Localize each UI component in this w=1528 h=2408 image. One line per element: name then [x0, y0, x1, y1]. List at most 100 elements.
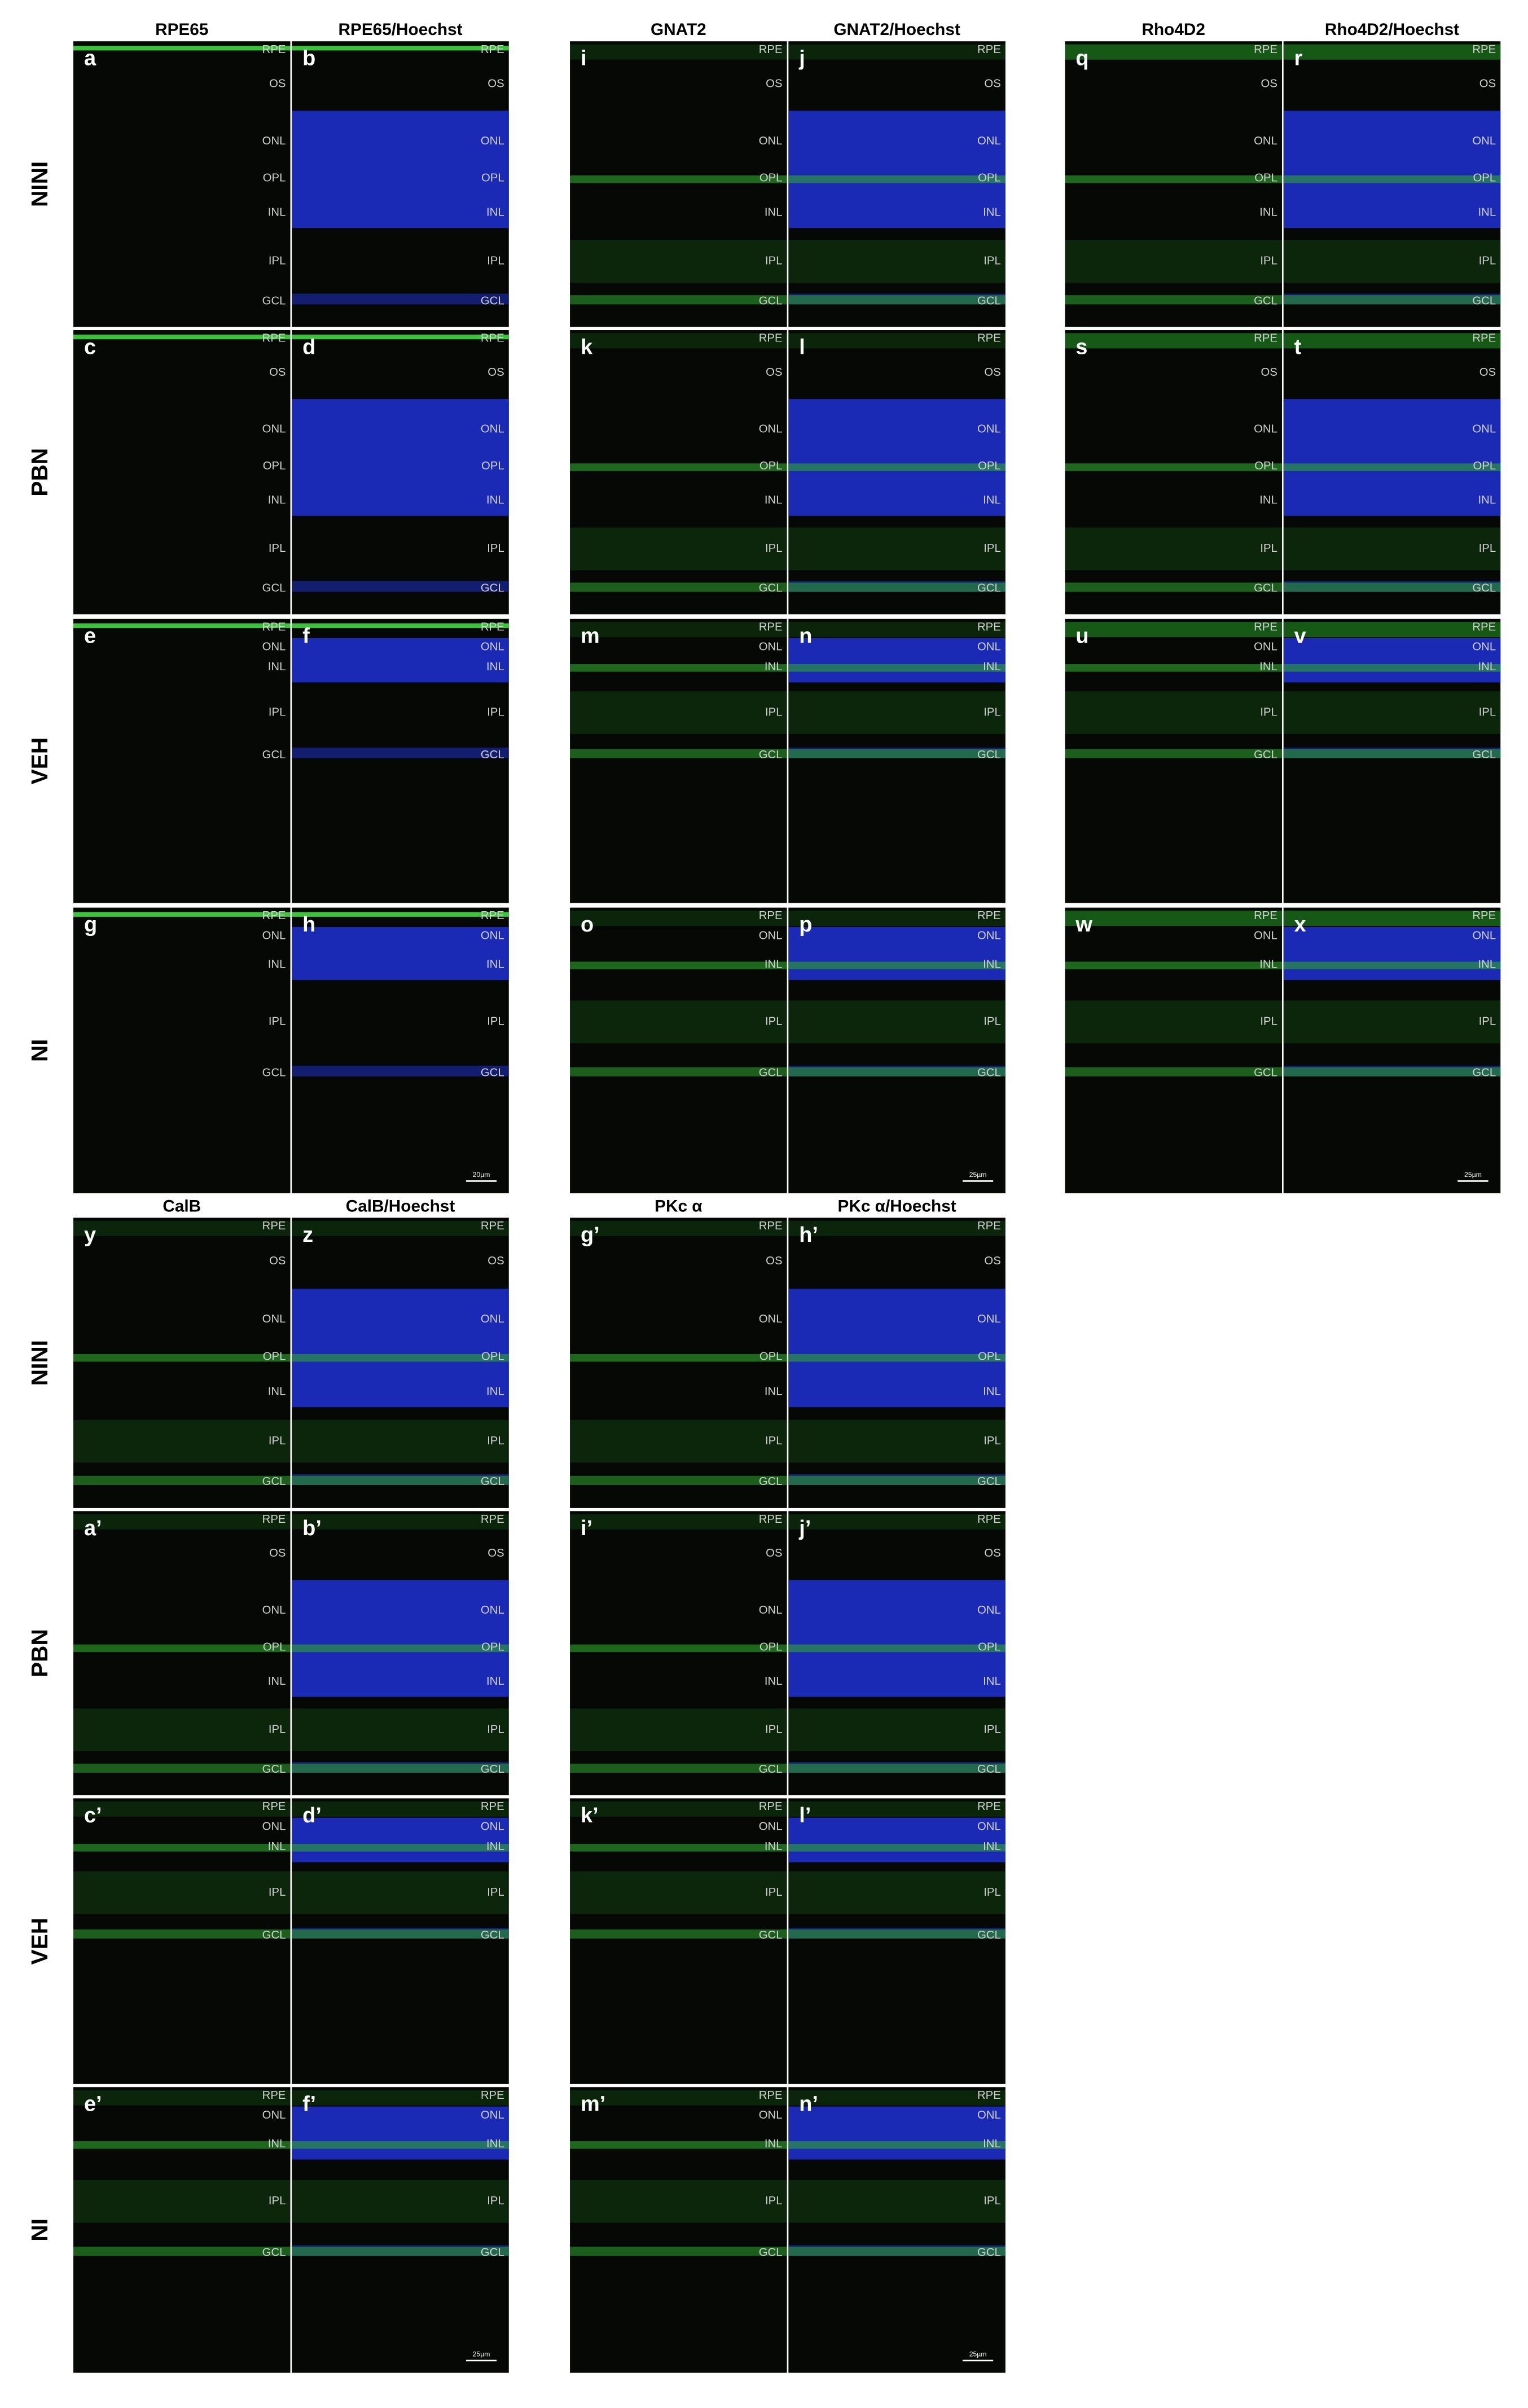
layer-label: IPL: [765, 1724, 782, 1736]
layer-label: IPL: [983, 1886, 1000, 1899]
layer-label: OS: [488, 1255, 504, 1267]
layer-label: OPL: [263, 1641, 286, 1653]
nuclear-stain: [1283, 111, 1501, 229]
green-signal: [292, 335, 509, 340]
layer-label: GCL: [481, 749, 504, 761]
green-signal: [788, 240, 1006, 283]
layer-label: RPE: [759, 1513, 783, 1526]
green-signal: [788, 2179, 1006, 2223]
micrograph-panel: [73, 618, 291, 903]
green-signal: [1065, 1000, 1283, 1044]
green-signal: [570, 1420, 787, 1463]
green-signal: [1283, 44, 1501, 60]
layer-label: GCL: [977, 295, 1001, 307]
green-signal: [73, 1514, 291, 1530]
layer-label: IPL: [983, 2195, 1000, 2207]
panel-letter: b’: [302, 1517, 322, 1540]
green-signal: [292, 912, 509, 917]
panel-letter: w: [1075, 913, 1092, 937]
green-signal: [1065, 622, 1283, 638]
layer-label: INL: [765, 958, 783, 970]
layer-label: GCL: [481, 1067, 504, 1079]
green-signal: [788, 2247, 1006, 2256]
layer-label: OS: [269, 1547, 286, 1559]
layer-label: IPL: [1479, 1016, 1496, 1028]
green-signal: [788, 1354, 1006, 1362]
layer-label: IPL: [269, 254, 286, 267]
green-signal: [570, 44, 787, 60]
green-signal: [788, 295, 1006, 305]
panel-letter: c’: [84, 1804, 102, 1827]
layer-label: IPL: [983, 1435, 1000, 1447]
green-signal: [1065, 961, 1283, 970]
green-signal: [73, 2247, 291, 2256]
panel-letter: x: [1294, 913, 1306, 937]
layer-label: INL: [486, 958, 504, 970]
layer-label: GCL: [262, 1067, 286, 1079]
nuclear-stain: [292, 2106, 509, 2160]
green-signal: [570, 527, 787, 570]
micrograph-panel: [73, 2087, 291, 2373]
micrograph-panel: [570, 1798, 787, 2084]
layer-label: ONL: [1472, 423, 1496, 436]
green-signal: [73, 2179, 291, 2223]
layer-label: GCL: [759, 582, 783, 595]
layer-label: OS: [269, 78, 286, 90]
layer-label: IPL: [269, 706, 286, 718]
layer-label: OS: [1479, 366, 1496, 379]
layer-label: OPL: [759, 172, 783, 184]
layer-label: RPE: [262, 1800, 286, 1813]
layer-label: ONL: [1254, 135, 1277, 147]
layer-label: INL: [486, 494, 504, 507]
layer-label: INL: [486, 661, 504, 673]
layer-label: GCL: [1254, 1067, 1277, 1079]
micrograph-panel: [73, 330, 291, 614]
layer-label: OPL: [263, 460, 286, 472]
panel-letter: i’: [581, 1517, 592, 1540]
layer-label: GCL: [977, 749, 1001, 761]
green-signal: [788, 333, 1006, 349]
micrograph-panel: [1065, 907, 1283, 1194]
layer-label: RPE: [759, 1220, 783, 1232]
green-signal: [570, 1871, 787, 1914]
green-signal: [788, 664, 1006, 672]
green-signal: [570, 2141, 787, 2149]
layer-label: RPE: [481, 43, 504, 56]
layer-label: GCL: [977, 1067, 1001, 1079]
scale-bar-label: 25µm: [1464, 1171, 1482, 1179]
nuclear-stain: [1283, 399, 1501, 516]
layer-label: IPL: [487, 542, 504, 555]
layer-label: ONL: [262, 423, 286, 436]
green-signal: [292, 623, 509, 629]
layer-label: GCL: [977, 1763, 1001, 1776]
green-signal: [73, 1354, 291, 1362]
green-signal: [73, 1763, 291, 1773]
layer-label: IPL: [1479, 254, 1496, 267]
layer-label: ONL: [262, 1604, 286, 1616]
green-signal: [788, 1514, 1006, 1530]
row-label: VEH: [27, 737, 52, 785]
nuclear-stain: [788, 399, 1006, 516]
green-signal: [570, 333, 787, 349]
layer-label: RPE: [977, 1513, 1001, 1526]
layer-label: OPL: [1254, 172, 1277, 184]
layer-label: RPE: [262, 332, 286, 344]
layer-label: RPE: [262, 1513, 286, 1526]
layer-label: IPL: [269, 1016, 286, 1028]
micrograph-panel: [73, 1218, 291, 1508]
layer-label: IPL: [269, 1724, 286, 1736]
green-signal: [292, 1420, 509, 1463]
layer-label: IPL: [765, 706, 782, 718]
layer-label: ONL: [481, 1820, 504, 1833]
layer-label: IPL: [765, 1435, 782, 1447]
green-signal: [1283, 622, 1501, 638]
layer-label: ONL: [481, 1313, 504, 1325]
green-signal: [788, 1708, 1006, 1752]
layer-label: GCL: [262, 749, 286, 761]
micrograph-panel: [570, 1218, 787, 1508]
layer-label: ONL: [481, 423, 504, 436]
panel-letter: e: [84, 624, 96, 648]
layer-label: RPE: [481, 621, 504, 633]
green-signal: [1065, 240, 1283, 283]
green-signal: [570, 2090, 787, 2106]
